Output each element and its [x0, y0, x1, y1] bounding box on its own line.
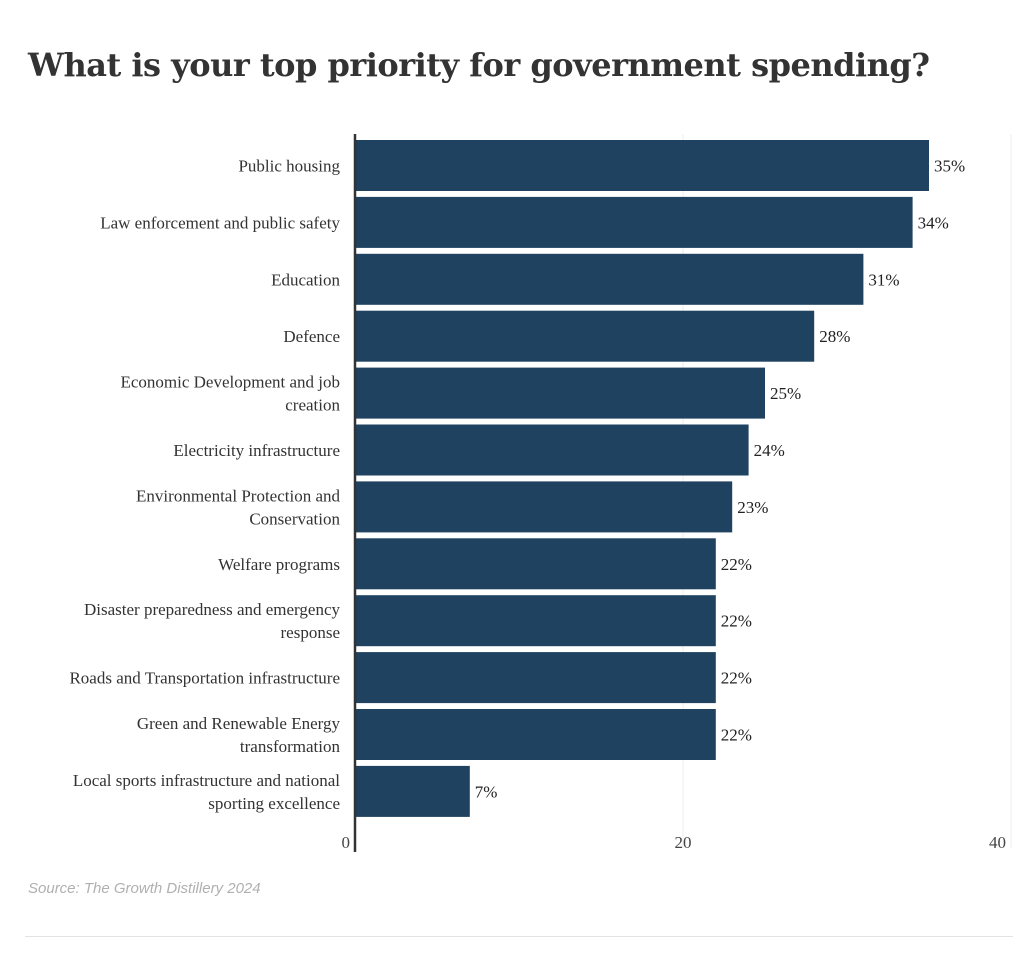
value-label-5: 25%	[770, 384, 801, 403]
bar-chart: 35% Public housing 34% Law enforcement and …	[69, 134, 1012, 852]
category-label-line: Education	[271, 270, 340, 289]
category-label-9: Disaster preparedness and emergency respo…	[84, 600, 340, 642]
category-label-line: Defence	[283, 327, 340, 346]
category-label-line: Conservation	[249, 509, 340, 528]
category-label-line: Roads and Transportation infrastructure	[69, 669, 340, 688]
category-label-11: Green and Renewable Energy transformation	[137, 714, 341, 756]
category-label-line: Law enforcement and public safety	[100, 213, 340, 232]
value-label-4: 28%	[819, 327, 850, 346]
category-label-4: Defence	[283, 327, 340, 346]
category-label-line: Local sports infrastructure and national	[73, 771, 340, 790]
value-label-11: 22%	[721, 726, 752, 745]
x-tick-label-0: 0	[342, 833, 351, 852]
bar-9	[355, 595, 716, 647]
category-label-1: Public housing	[238, 157, 340, 176]
value-label-12: 7%	[475, 782, 498, 801]
bar-1	[355, 140, 929, 191]
value-label-1: 35%	[934, 157, 965, 176]
category-label-2: Law enforcement and public safety	[100, 213, 340, 232]
bar-10	[355, 652, 716, 704]
value-label-9: 22%	[721, 612, 752, 631]
category-label-line: sporting excellence	[208, 794, 340, 813]
category-label-3: Education	[271, 270, 340, 289]
x-tick-label-20: 20	[675, 833, 692, 852]
category-label-line: Electricity infrastructure	[173, 441, 340, 460]
bar-12	[355, 765, 470, 817]
category-label-line: Public housing	[238, 157, 340, 176]
value-label-3: 31%	[868, 270, 899, 289]
category-label-12: Local sports infrastructure and national…	[73, 771, 340, 813]
category-label-10: Roads and Transportation infrastructure	[69, 669, 340, 688]
category-label-7: Environmental Protection and Conservation	[136, 486, 340, 528]
chart-title: What is your top priority for government…	[28, 46, 930, 84]
bar-11	[355, 709, 716, 760]
category-label-8: Welfare programs	[218, 555, 340, 574]
x-tick-label-40: 40	[989, 833, 1006, 852]
value-label-2: 34%	[918, 213, 949, 232]
value-label-6: 24%	[754, 441, 785, 460]
category-label-line: creation	[285, 396, 340, 415]
bar-7	[355, 481, 733, 533]
footer-divider	[25, 936, 1013, 937]
category-label-line: Economic Development and job	[120, 373, 340, 392]
bar-2	[355, 196, 913, 248]
category-label-line: Green and Renewable Energy	[137, 714, 341, 733]
category-label-line: response	[281, 623, 340, 642]
category-label-5: Economic Development and job creation	[120, 373, 340, 415]
category-label-line: Environmental Protection and	[136, 486, 340, 505]
bar-8	[355, 538, 716, 590]
bar-5	[355, 367, 765, 419]
category-label-6: Electricity infrastructure	[173, 441, 340, 460]
category-label-line: transformation	[240, 737, 341, 756]
category-label-line: Welfare programs	[218, 555, 340, 574]
bar-3	[355, 253, 864, 305]
bar-6	[355, 424, 749, 476]
bar-4	[355, 310, 815, 362]
value-label-7: 23%	[737, 498, 768, 517]
value-label-10: 22%	[721, 669, 752, 688]
category-label-line: Disaster preparedness and emergency	[84, 600, 340, 619]
source-note: Source: The Growth Distillery 2024	[28, 880, 261, 897]
value-label-8: 22%	[721, 555, 752, 574]
